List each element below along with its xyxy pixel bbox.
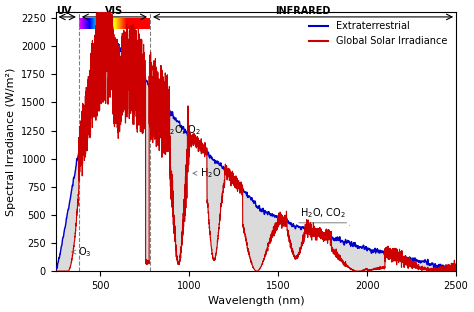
Text: O$_3$: O$_3$ — [122, 92, 144, 106]
Extraterrestrial — [421, 260, 427, 264]
Global Solar Irradiance — [221, 184, 227, 188]
Extraterrestrial — [100, 30, 106, 34]
Line: Extraterrestrial: Extraterrestrial — [56, 32, 456, 270]
Text: UV: UV — [56, 6, 72, 16]
Text: H$_2$O: H$_2$O — [193, 166, 221, 180]
Extraterrestrial — [243, 190, 249, 194]
Global Solar Irradiance — [441, 266, 447, 270]
Text: INFRARED: INFRARED — [275, 6, 331, 16]
Extraterrestrial — [53, 267, 59, 271]
Extraterrestrial — [344, 241, 349, 245]
Text: VIS: VIS — [105, 6, 124, 16]
Global Solar Irradiance — [243, 239, 249, 243]
Text: O$_3$: O$_3$ — [72, 245, 91, 259]
Text: H$_2$O, O$_2$: H$_2$O, O$_2$ — [155, 124, 202, 138]
Extraterrestrial — [453, 268, 458, 271]
Line: Global Solar Irradiance: Global Solar Irradiance — [56, 0, 456, 271]
X-axis label: Wavelength (nm): Wavelength (nm) — [208, 296, 304, 306]
Legend: Extraterrestrial, Global Solar Irradiance: Extraterrestrial, Global Solar Irradianc… — [305, 17, 451, 50]
Extraterrestrial — [224, 172, 230, 175]
Global Solar Irradiance — [224, 168, 230, 172]
Global Solar Irradiance — [421, 266, 427, 270]
Text: H$_2$O, CO$_2$: H$_2$O, CO$_2$ — [300, 206, 346, 220]
Extraterrestrial — [221, 168, 227, 171]
Y-axis label: Spectral Irradiance (W/m²): Spectral Irradiance (W/m²) — [6, 68, 16, 216]
Extraterrestrial — [453, 266, 459, 270]
Extraterrestrial — [441, 265, 447, 268]
Global Solar Irradiance — [53, 269, 59, 273]
Global Solar Irradiance — [344, 264, 349, 268]
Global Solar Irradiance — [453, 268, 459, 272]
